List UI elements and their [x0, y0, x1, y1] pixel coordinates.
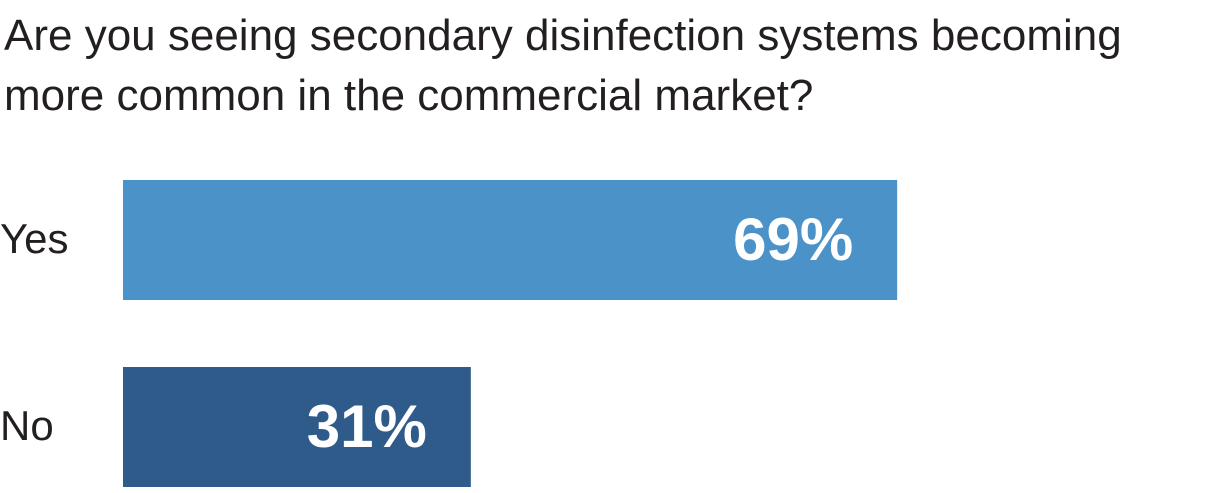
value-label: 31% [307, 393, 427, 460]
category-label: Yes [0, 215, 69, 262]
category-label: No [0, 402, 54, 449]
chart-title: Are you seeing secondary disinfection sy… [4, 11, 1122, 120]
value-label: 69% [733, 206, 853, 273]
bar [123, 180, 898, 300]
bar [123, 367, 471, 487]
